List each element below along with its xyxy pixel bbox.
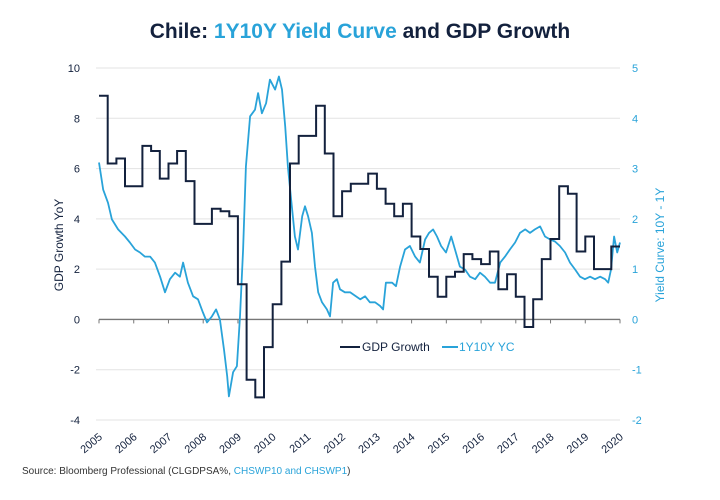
x-tick-label: 2012 [322, 431, 348, 456]
source-suffix: ) [347, 466, 351, 477]
source-note: Source: Bloomberg Professional (CLGDPSA%… [22, 466, 350, 477]
y-right-tick-label: 3 [632, 164, 638, 176]
x-tick-label: 2020 [599, 431, 625, 456]
source-prefix: Source: Bloomberg Professional (CLGDPSA%… [22, 466, 234, 477]
chart-title: Chile: 1Y10Y Yield Curve and GDP Growth [0, 20, 720, 44]
y-right-tick-label: 5 [632, 63, 638, 75]
y-right-tick-label: -1 [632, 365, 642, 377]
y-tick-label: 6 [74, 164, 80, 176]
y-right-tick-label: 1 [632, 264, 638, 276]
y-right-tick-label: 0 [632, 314, 638, 326]
x-tick-label: 2008 [183, 431, 209, 456]
y-tick-label: 4 [74, 214, 80, 226]
source-highlight: CHSWP10 and CHSWP1 [233, 466, 348, 477]
x-tick-label: 2016 [461, 431, 487, 456]
title-highlight: 1Y10Y Yield Curve [213, 20, 397, 43]
x-tick-label: 2017 [495, 431, 521, 456]
x-tick-label: 2014 [391, 431, 417, 456]
series-line-yield-curve [98, 75, 621, 398]
y-right-tick-label: 4 [632, 113, 638, 125]
title-prefix: Chile: [149, 20, 214, 43]
title-suffix: and GDP Growth [396, 20, 571, 43]
y-right-axis-title: Yield Curve: 10Y - 1Y [653, 188, 667, 303]
y-tick-label: -4 [70, 415, 80, 427]
x-tick-label: 2013 [356, 431, 382, 456]
x-tick-label: 2018 [530, 431, 556, 456]
legend-label-yield-curve: 1Y10Y YC [459, 340, 515, 354]
series-line-gdp-growth [99, 94, 620, 399]
x-tick-label: 2009 [217, 431, 243, 456]
x-tick-label: 2006 [113, 431, 139, 456]
x-tick-label: 2010 [252, 431, 278, 456]
y-tick-label: 8 [74, 113, 80, 125]
x-tick-label: 2011 [287, 431, 313, 455]
y-tick-label: -2 [70, 365, 80, 377]
x-tick-label: 2007 [148, 431, 174, 456]
x-tick-label: 2005 [78, 431, 104, 456]
y-tick-label: 0 [74, 314, 80, 326]
y-right-tick-label: -2 [632, 415, 642, 427]
x-tick-label: 2015 [426, 431, 452, 456]
y-right-tick-label: 2 [632, 214, 638, 226]
legend-label-gdp-growth: GDP Growth [362, 340, 430, 354]
y-tick-label: 2 [74, 264, 80, 276]
y-tick-label: 10 [68, 63, 80, 75]
x-tick-label: 2019 [565, 431, 591, 456]
y-axis-title: GDP Growth YoY [52, 199, 66, 292]
